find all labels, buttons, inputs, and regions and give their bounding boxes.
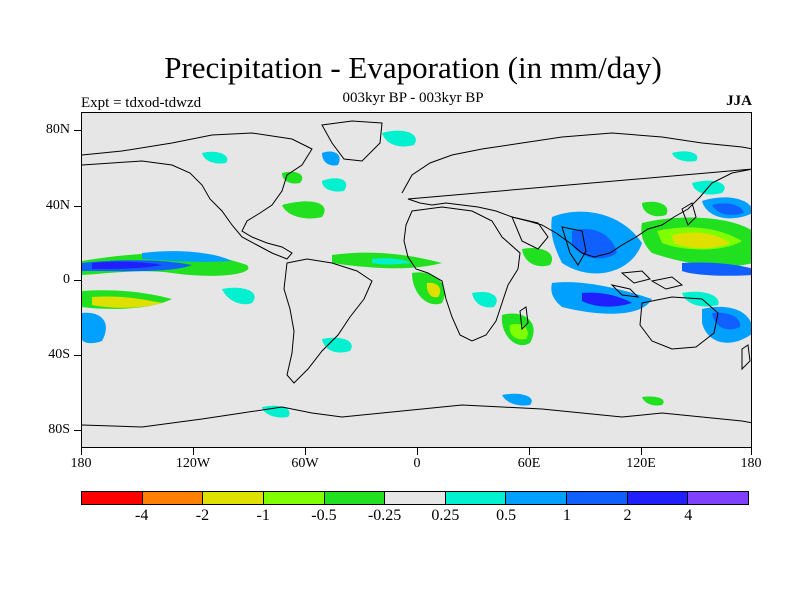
x-tick-180e [751, 448, 752, 455]
colorbar-swatch [688, 492, 749, 504]
y-tick-40n [74, 206, 81, 207]
experiment-label: Expt = tdxod-tdwzd [81, 95, 202, 111]
anomaly-field [82, 130, 751, 418]
chart-subtitle: 003kyr BP - 003kyr BP [342, 90, 484, 106]
coastlines [82, 120, 751, 428]
colorbar-label: 0.25 [431, 507, 460, 524]
x-label-180w: 180 [70, 456, 92, 471]
y-label-0: 0 [63, 272, 70, 287]
season-label: JJA [726, 93, 752, 109]
x-label-180e: 180 [740, 456, 762, 471]
x-tick-60e [529, 448, 530, 455]
x-label-60e: 60E [517, 456, 541, 471]
colorbar-label: -1 [256, 507, 270, 524]
y-label-80s: 80S [48, 422, 70, 437]
x-tick-180w [81, 448, 82, 455]
x-tick-120w [193, 448, 194, 455]
colorbar-label: 4 [684, 507, 693, 524]
colorbar-swatch [263, 492, 325, 504]
y-label-40s: 40S [48, 347, 70, 362]
x-label-0: 0 [413, 456, 421, 471]
colorbar-label: -2 [195, 507, 210, 524]
y-tick-80n [74, 130, 81, 131]
colorbar-label: 1 [562, 507, 571, 524]
x-tick-0 [417, 448, 418, 455]
y-label-40n: 40N [45, 198, 70, 213]
colorbar-label: -0.5 [311, 507, 337, 524]
colorbar [81, 491, 749, 505]
map-plot [82, 120, 751, 428]
map-panel [81, 112, 752, 448]
colorbar-swatch [82, 492, 143, 504]
colorbar-label: 2 [623, 507, 632, 524]
y-label-80n: 80N [45, 122, 70, 137]
x-label-60w: 60W [291, 456, 319, 471]
chart-title: Precipitation - Evaporation (in mm/day) [164, 50, 662, 85]
colorbar-swatch [385, 492, 446, 504]
colorbar-swatch [445, 492, 507, 504]
colorbar-swatch [627, 492, 689, 504]
x-tick-120e [641, 448, 642, 455]
x-label-120e: 120E [626, 456, 656, 471]
colorbar-label: -0.25 [367, 507, 402, 524]
colorbar-label: 0.5 [496, 507, 517, 524]
y-tick-0 [74, 280, 81, 281]
x-label-120w: 120W [175, 456, 211, 471]
colorbar-swatch [324, 492, 386, 504]
colorbar-swatch [203, 492, 264, 504]
colorbar-swatch [506, 492, 568, 504]
colorbar-label: -4 [135, 507, 149, 524]
x-tick-60w [305, 448, 306, 455]
y-tick-80s [74, 430, 81, 431]
y-tick-40s [74, 355, 81, 356]
colorbar-swatch [567, 492, 628, 504]
colorbar-swatch [142, 492, 204, 504]
